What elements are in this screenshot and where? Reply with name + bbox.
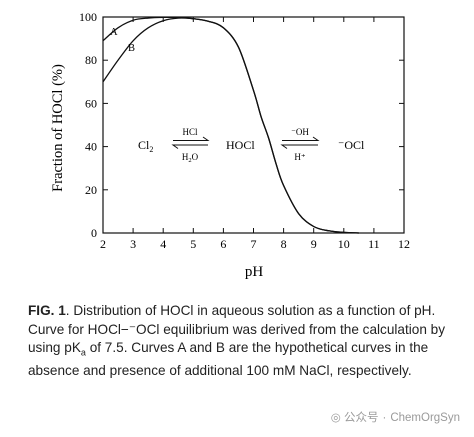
x-tick-label: 2 — [100, 237, 106, 251]
watermark-author: ChemOrgSyn — [390, 412, 460, 424]
arrow2-bottom-label: H⁺ — [294, 152, 305, 162]
arrow1-top-label: HCl — [182, 127, 198, 137]
x-tick-label: 10 — [338, 237, 350, 251]
y-axis-title: Fraction of HOCl (%) — [50, 64, 66, 192]
x-tick-label: 11 — [368, 237, 380, 251]
watermark: ◎ 公众号 · ChemOrgSyn — [331, 409, 460, 425]
arrow2-top-label: ⁻OH — [291, 127, 309, 137]
x-tick-label: 12 — [398, 237, 410, 251]
arrow1-bottom-label: H2O — [182, 152, 199, 164]
curve-label-b: B — [128, 43, 135, 54]
plot-curves — [102, 16, 359, 234]
caption-label: FIG. 1 — [28, 303, 66, 318]
y-tick-label: 20 — [85, 183, 97, 197]
hocl-distribution-chart: 2 3 4 5 6 7 8 9 10 11 12 0 20 40 60 80 100 A B Cl2 HOCl … — [50, 10, 410, 280]
y-tick-label: 0 — [91, 226, 97, 240]
plot-frame — [102, 16, 405, 234]
separator-dot-icon: · — [382, 412, 387, 424]
y-tick-label: 80 — [85, 53, 97, 67]
caption-text-tail: of 7.5. Curves A and B are the hypotheti… — [28, 340, 429, 379]
species-hocl: HOCl — [226, 138, 255, 152]
curve-label-a: A — [110, 27, 118, 38]
series-line-a — [102, 16, 359, 234]
x-tick-label: 7 — [251, 237, 257, 251]
caption-text: . Distribution of HOCl in aqueous soluti… — [28, 303, 446, 355]
plot-axes: 2 3 4 5 6 7 8 9 10 11 12 0 20 40 60 80 100 — [79, 10, 410, 251]
species-cl2: Cl2 — [138, 138, 153, 154]
y-tick-label: 40 — [85, 140, 97, 154]
wechat-icon: ◎ — [330, 412, 341, 424]
x-tick-label: 8 — [281, 237, 287, 251]
x-tick-label: 4 — [160, 237, 166, 251]
x-axis-title: pH — [245, 264, 264, 280]
x-tick-label: 6 — [220, 237, 226, 251]
watermark-source: 公众号 — [343, 412, 379, 424]
caption-subscript: a — [80, 347, 86, 358]
x-tick-label: 5 — [190, 237, 196, 251]
x-tick-label: 9 — [311, 237, 317, 251]
y-tick-label: 100 — [79, 10, 97, 24]
equilibrium-arrow-2 — [280, 136, 320, 149]
equilibrium-arrow-1 — [171, 136, 210, 149]
figure-caption: FIG. 1. Distribution of HOCl in aqueous … — [28, 302, 460, 381]
x-tick-label: 3 — [130, 237, 136, 251]
plot-labels: A B Cl2 HOCl ⁻OCl HCl H2O ⁻OH H⁺ pH Frac… — [50, 27, 365, 280]
series-line-b — [102, 17, 359, 234]
y-tick-label: 60 — [85, 96, 97, 110]
species-ocl: ⁻OCl — [338, 138, 365, 152]
